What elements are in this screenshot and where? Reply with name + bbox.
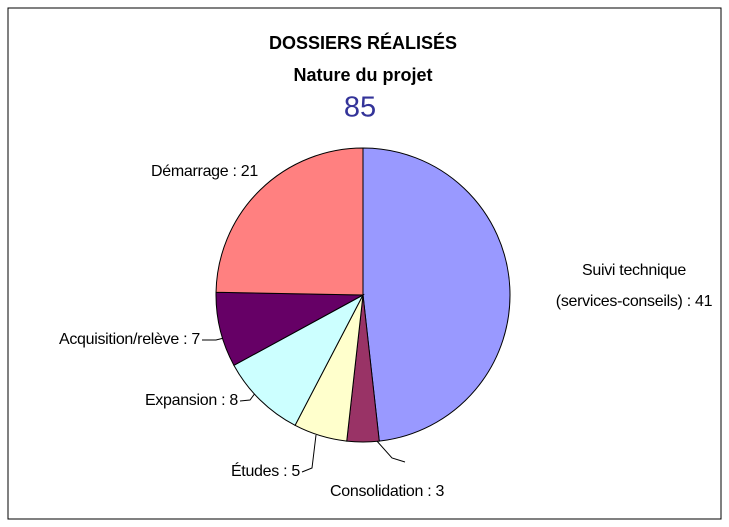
leader-lines — [202, 335, 406, 473]
chart-subtitle: Nature du projet — [293, 65, 432, 85]
slice-label: Consolidation : 3 — [330, 483, 444, 500]
leader-line — [301, 434, 317, 473]
slice-label: Suivi technique (services-conseils) : 41 — [556, 262, 713, 310]
chart-title: DOSSIERS RÉALISÉS — [269, 32, 457, 53]
slice-label: Acquisition/relève : 7 — [59, 331, 200, 348]
slice-label: Études : 5 — [231, 461, 300, 480]
slice-label: Expansion : 8 — [145, 392, 238, 409]
pie-slice — [215, 147, 364, 296]
slices — [215, 147, 511, 443]
leader-line — [239, 391, 257, 402]
pie-slice — [362, 147, 511, 442]
leader-line — [375, 439, 406, 463]
pie-slice — [233, 293, 365, 427]
slice-label-line: Suivi technique — [582, 262, 686, 279]
slice-label-line: (services-conseils) : 41 — [556, 293, 713, 310]
total: 85 — [344, 92, 376, 124]
slice-label: Démarrage : 21 — [151, 163, 258, 180]
